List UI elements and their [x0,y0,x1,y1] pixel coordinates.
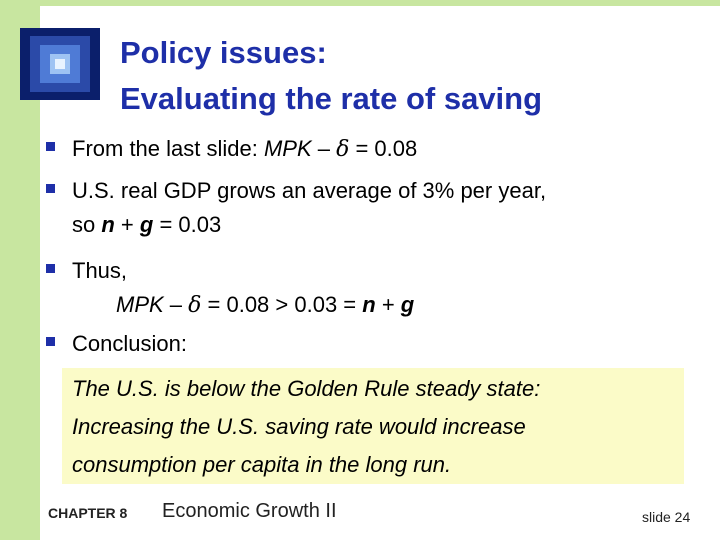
n-symbol: n [362,292,376,317]
bullet-4: Conclusion: [72,327,187,361]
bullet-3-line-1: Thus, [72,258,128,283]
bullet-2-value: = 0.03 [153,212,222,237]
footer-topic: Economic Growth II [162,500,337,522]
bullet-1-prefix: From the last slide: [72,136,264,161]
square-bullet-icon [46,264,55,273]
footer-chapter: CHAPTER 8 [48,505,128,521]
mpk-symbol: MPK [263,136,312,161]
square-bullet-icon [46,337,55,346]
bullet-3-line-2: MPK – δ = 0.08 > 0.03 = n + g [72,288,414,323]
conclusion-line-2: Increasing the U.S. saving rate would in… [72,414,526,439]
title-line-2: Evaluating the rate of saving [120,81,543,116]
square-bullet-icon [46,142,55,151]
conclusion-highlight-box [62,368,684,484]
plus-sign: + [114,212,140,237]
bullet-2-so: so [72,212,102,237]
delta-symbol: δ [188,293,202,318]
title-line-1: Policy issues: [120,35,327,70]
conclusion-label: Conclusion: [72,331,187,356]
slide-number: slide 24 [642,509,691,525]
bullet-2: U.S. real GDP grows an average of 3% per… [72,174,546,242]
nested-squares-logo-icon [20,28,100,100]
mpk-symbol: MPK [116,292,164,317]
minus-sign: – [311,136,337,161]
top-accent-bar [0,0,720,6]
bullet-2-line-1: U.S. real GDP grows an average of 3% per… [72,178,547,203]
bullet-2-line-2: so n + g = 0.03 [72,208,546,242]
bullet-1: From the last slide: MPK – δ = 0.08 [72,132,417,167]
conclusion-line-1: The U.S. is below the Golden Rule steady… [72,376,541,401]
bullet-3-comparison: = 0.08 > 0.03 = [201,292,363,317]
conclusion-text: The U.S. is below the Golden Rule steady… [72,370,682,484]
square-bullet-icon [46,184,55,193]
bullet-1-value: = 0.08 [349,136,418,161]
g-symbol: g [400,292,415,317]
minus-sign: – [163,292,189,317]
slide-title: Policy issues: Evaluating the rate of sa… [120,30,700,122]
conclusion-line-3: consumption per capita in the long run. [72,452,452,477]
delta-symbol: δ [336,137,350,162]
n-symbol: n [101,212,115,237]
g-symbol: g [139,212,154,237]
bullet-3: Thus, MPK – δ = 0.08 > 0.03 = n + g [72,254,414,323]
plus-sign: + [375,292,401,317]
